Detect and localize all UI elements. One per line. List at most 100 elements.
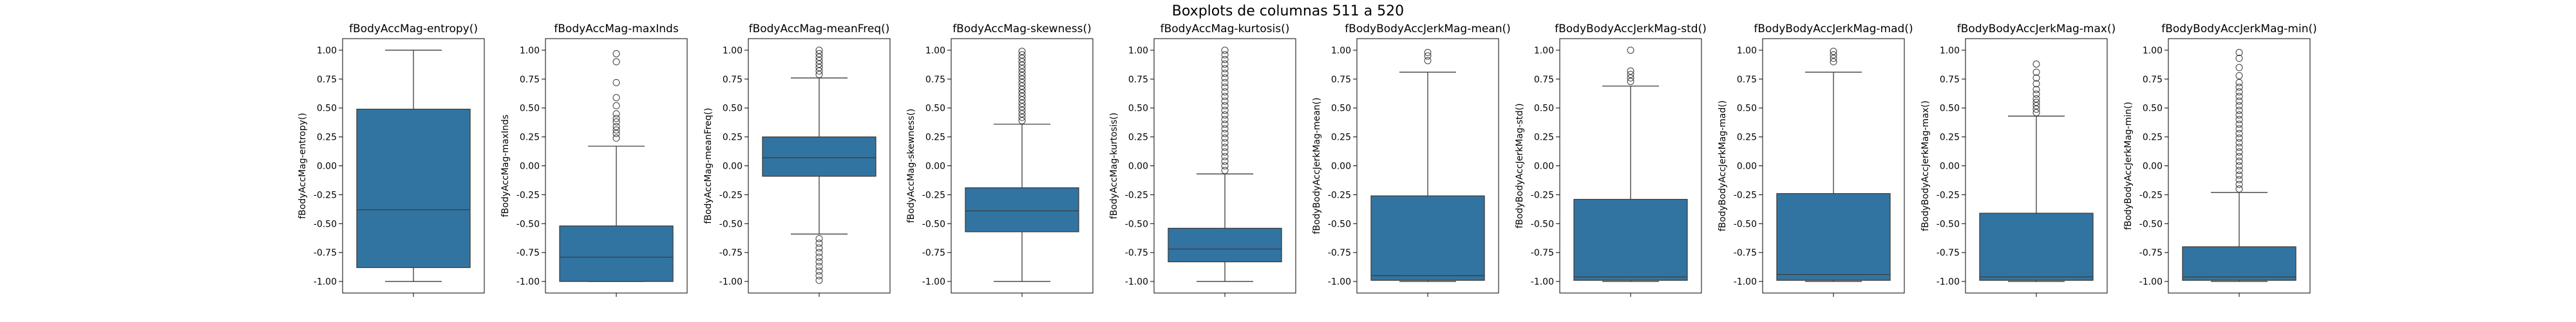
outlier-point <box>2235 171 2243 179</box>
y-tick-label: -0.75 <box>719 248 743 258</box>
outlier-point <box>2235 83 2243 91</box>
outlier-point <box>1221 79 1229 86</box>
y-tick-label: 0.00 <box>317 162 337 172</box>
figure-title: Boxplots de columnas 511 a 520 <box>1172 3 1404 19</box>
outlier-point <box>1830 58 1837 66</box>
subplot-title: fBodyBodyAccJerkMag-mad() <box>1754 23 1913 35</box>
y-tick-label: -1.00 <box>1531 277 1554 287</box>
subplot-title: fBodyAccMag-maxInds <box>554 23 679 35</box>
outlier-point <box>2235 185 2243 193</box>
outlier-point <box>1830 48 1837 55</box>
y-tick-label: 0.50 <box>1940 104 1960 114</box>
outlier-point <box>1221 125 1229 133</box>
outlier-point <box>1221 139 1229 147</box>
outlier-point <box>1018 110 1026 118</box>
outlier-point <box>815 50 823 57</box>
y-tick-label: 0.50 <box>1737 104 1757 114</box>
y-tick-label: -0.50 <box>1734 219 1757 229</box>
y-tick-label: -0.25 <box>719 190 743 200</box>
outlier-point <box>612 134 620 142</box>
outlier-point <box>2235 148 2243 156</box>
y-tick-label: 0.00 <box>1737 162 1757 172</box>
outlier-point <box>2235 134 2243 142</box>
outlier-point <box>1018 55 1026 62</box>
subplot-title: fBodyBodyAccJerkMag-std() <box>1555 23 1707 35</box>
y-tick-label: -0.25 <box>922 190 945 200</box>
outlier-point <box>2235 180 2243 188</box>
outlier-point <box>1221 65 1229 73</box>
y-tick-label: 1.00 <box>520 46 540 56</box>
outlier-point <box>2235 102 2243 109</box>
y-tick-label: -0.75 <box>1125 248 1148 258</box>
outlier-point <box>612 58 620 66</box>
y-axis-label: fBodyBodyAccJerkMag-max() <box>1920 100 1931 231</box>
outlier-point <box>612 50 620 57</box>
y-tick-label: 0.00 <box>1534 162 1554 172</box>
axes-frame <box>1559 38 1702 294</box>
y-tick-label: 0.25 <box>1534 133 1554 143</box>
outlier-point <box>1424 52 1432 60</box>
y-tick-label: 0.50 <box>723 104 743 114</box>
outlier-point <box>1018 103 1026 111</box>
outlier-point <box>1424 57 1432 64</box>
y-tick-label: -1.00 <box>719 277 743 287</box>
outlier-point <box>1221 116 1229 124</box>
outlier-point <box>815 64 823 71</box>
y-tick-label: -0.50 <box>2139 219 2163 229</box>
y-tick-label: -0.50 <box>922 219 945 229</box>
outlier-point <box>815 61 823 68</box>
outlier-point <box>1221 51 1229 59</box>
y-tick-label: -1.00 <box>1125 277 1148 287</box>
outlier-point <box>2032 95 2040 102</box>
outlier-point <box>815 67 823 75</box>
y-tick-label: 0.75 <box>520 75 540 85</box>
y-tick-label: 1.00 <box>1737 46 1757 56</box>
y-tick-label: -0.50 <box>314 219 337 229</box>
outlier-point <box>1221 167 1229 175</box>
outlier-point <box>1018 82 1026 90</box>
y-tick-label: -0.75 <box>922 248 945 258</box>
y-tick-label: -1.00 <box>922 277 945 287</box>
outlier-point <box>1018 71 1026 79</box>
y-tick-label: -0.25 <box>1734 190 1757 200</box>
subplot-title: fBodyAccMag-kurtosis() <box>1160 23 1290 35</box>
axes-frame <box>748 38 891 294</box>
outlier-point <box>2235 116 2243 124</box>
outlier-point <box>1221 144 1229 151</box>
outlier-point <box>1221 134 1229 142</box>
outlier-point <box>815 249 823 256</box>
outlier-point <box>1221 74 1229 82</box>
axes-frame <box>2168 38 2311 294</box>
subplot-5: fBodyAccMag-kurtosis() fBodyAccMag-kurtos… <box>1109 23 1296 297</box>
y-tick-label: -0.75 <box>1734 248 1757 258</box>
outlier-point <box>2235 97 2243 105</box>
outlier-point <box>2235 144 2243 151</box>
outlier-point <box>1221 129 1229 137</box>
axes-frame <box>1965 38 2108 294</box>
outlier-point <box>1221 106 1229 114</box>
axes-frame <box>1762 38 1905 294</box>
axes-frame <box>545 38 688 294</box>
outlier-point <box>815 71 823 79</box>
outlier-point <box>1018 68 1026 76</box>
outlier-point <box>612 79 620 86</box>
y-tick-label: -1.00 <box>1734 277 1757 287</box>
outlier-point <box>2235 139 2243 147</box>
outlier-point <box>2235 162 2243 169</box>
y-tick-label: -0.75 <box>314 248 337 258</box>
outlier-point <box>1018 117 1026 124</box>
outlier-point <box>612 118 620 126</box>
y-tick-label: -1.00 <box>314 277 337 287</box>
outlier-point <box>1018 100 1026 108</box>
subplot-title: fBodyBodyAccJerkMag-mean() <box>1345 23 1511 35</box>
subplot-8: fBodyBodyAccJerkMag-mad() fBodyBodyAccJer… <box>1718 23 1913 297</box>
outlier-point <box>815 267 823 275</box>
iqr-box <box>965 187 1079 232</box>
subplot-title: fBodyAccMag-meanFreq() <box>749 23 890 35</box>
y-tick-label: -0.75 <box>2139 248 2163 258</box>
outlier-point <box>815 253 823 261</box>
outlier-point <box>1018 65 1026 73</box>
y-tick-label: -0.25 <box>1937 190 1960 200</box>
y-tick-label: 0.00 <box>1128 162 1148 172</box>
